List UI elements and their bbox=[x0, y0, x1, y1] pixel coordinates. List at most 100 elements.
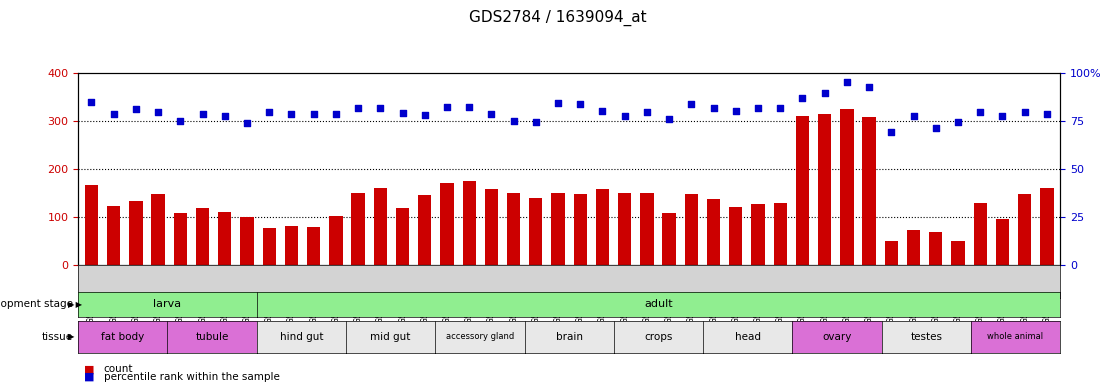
Bar bbox=[484, 189, 498, 265]
Text: development stage: development stage bbox=[0, 299, 73, 310]
Bar bbox=[773, 203, 787, 265]
Bar bbox=[396, 209, 410, 265]
Point bbox=[527, 119, 545, 125]
Bar bbox=[307, 227, 320, 265]
Point bbox=[549, 100, 567, 106]
Bar bbox=[441, 184, 453, 265]
Bar bbox=[174, 213, 187, 265]
Text: ▶: ▶ bbox=[73, 300, 81, 309]
Point bbox=[949, 119, 966, 125]
Point bbox=[860, 84, 878, 91]
Bar bbox=[262, 228, 276, 265]
Point bbox=[616, 113, 634, 119]
Bar bbox=[663, 213, 676, 265]
Point bbox=[127, 106, 145, 112]
Bar bbox=[596, 189, 609, 265]
Point bbox=[993, 113, 1011, 119]
Text: tubule: tubule bbox=[195, 332, 229, 342]
Point bbox=[193, 111, 211, 117]
Point bbox=[1016, 109, 1033, 116]
Point bbox=[394, 110, 412, 116]
Text: crops: crops bbox=[644, 332, 673, 342]
Point bbox=[260, 109, 278, 116]
Point bbox=[105, 111, 123, 117]
Bar bbox=[706, 199, 720, 265]
Bar bbox=[685, 194, 698, 265]
Point bbox=[416, 112, 434, 118]
Point bbox=[905, 113, 923, 119]
Bar bbox=[863, 117, 876, 265]
Point bbox=[683, 101, 701, 107]
Point bbox=[327, 111, 345, 117]
Point bbox=[571, 101, 589, 107]
Text: whole animal: whole animal bbox=[988, 332, 1043, 341]
Bar bbox=[418, 195, 432, 265]
Bar bbox=[818, 114, 831, 265]
Text: ovary: ovary bbox=[822, 332, 852, 342]
Text: testes: testes bbox=[911, 332, 942, 342]
Bar bbox=[551, 193, 565, 265]
Point bbox=[749, 104, 767, 111]
Point bbox=[437, 104, 455, 110]
Bar bbox=[618, 193, 632, 265]
Point bbox=[282, 111, 300, 117]
Point bbox=[638, 109, 656, 116]
Text: larva: larva bbox=[153, 299, 182, 310]
Point bbox=[504, 118, 522, 124]
Point bbox=[305, 111, 323, 117]
Bar bbox=[930, 232, 942, 265]
Point bbox=[771, 104, 789, 111]
Text: GDS2784 / 1639094_at: GDS2784 / 1639094_at bbox=[469, 10, 647, 26]
Text: count: count bbox=[104, 364, 133, 374]
Bar bbox=[85, 185, 98, 265]
Bar bbox=[641, 193, 654, 265]
Bar bbox=[285, 226, 298, 265]
Point bbox=[727, 108, 744, 114]
Text: accessory gland: accessory gland bbox=[445, 332, 514, 341]
Point bbox=[793, 95, 811, 101]
Bar bbox=[729, 207, 742, 265]
Bar bbox=[329, 216, 343, 265]
Point bbox=[372, 104, 389, 111]
Bar bbox=[1018, 194, 1031, 265]
Point bbox=[83, 99, 100, 105]
Bar bbox=[796, 116, 809, 265]
Point bbox=[349, 104, 367, 111]
Bar bbox=[462, 181, 475, 265]
Point bbox=[215, 113, 233, 119]
Bar bbox=[1040, 188, 1054, 265]
Text: adult: adult bbox=[644, 299, 673, 310]
Point bbox=[661, 116, 679, 122]
Bar bbox=[751, 204, 764, 265]
Bar bbox=[129, 201, 143, 265]
Point bbox=[971, 109, 989, 116]
Point bbox=[460, 104, 478, 110]
Point bbox=[482, 111, 500, 117]
Point bbox=[927, 125, 945, 131]
Point bbox=[704, 104, 722, 111]
Bar bbox=[374, 188, 387, 265]
Bar bbox=[840, 109, 854, 265]
Point bbox=[838, 79, 856, 85]
Bar bbox=[196, 209, 209, 265]
Bar bbox=[995, 219, 1009, 265]
Text: ▶: ▶ bbox=[68, 332, 75, 341]
Text: ■: ■ bbox=[84, 364, 94, 374]
Bar bbox=[574, 194, 587, 265]
Text: brain: brain bbox=[556, 332, 583, 342]
Bar bbox=[529, 198, 542, 265]
Text: fat body: fat body bbox=[102, 332, 144, 342]
Text: percentile rank within the sample: percentile rank within the sample bbox=[104, 372, 280, 382]
Text: tissue: tissue bbox=[41, 332, 73, 342]
Point bbox=[172, 118, 190, 124]
Point bbox=[816, 90, 834, 96]
Text: ▶: ▶ bbox=[68, 300, 75, 309]
Bar bbox=[507, 193, 520, 265]
Text: head: head bbox=[734, 332, 761, 342]
Bar bbox=[885, 241, 898, 265]
Bar bbox=[152, 194, 165, 265]
Text: ■: ■ bbox=[84, 372, 94, 382]
Bar bbox=[218, 212, 231, 265]
Point bbox=[150, 109, 167, 116]
Bar bbox=[951, 241, 964, 265]
